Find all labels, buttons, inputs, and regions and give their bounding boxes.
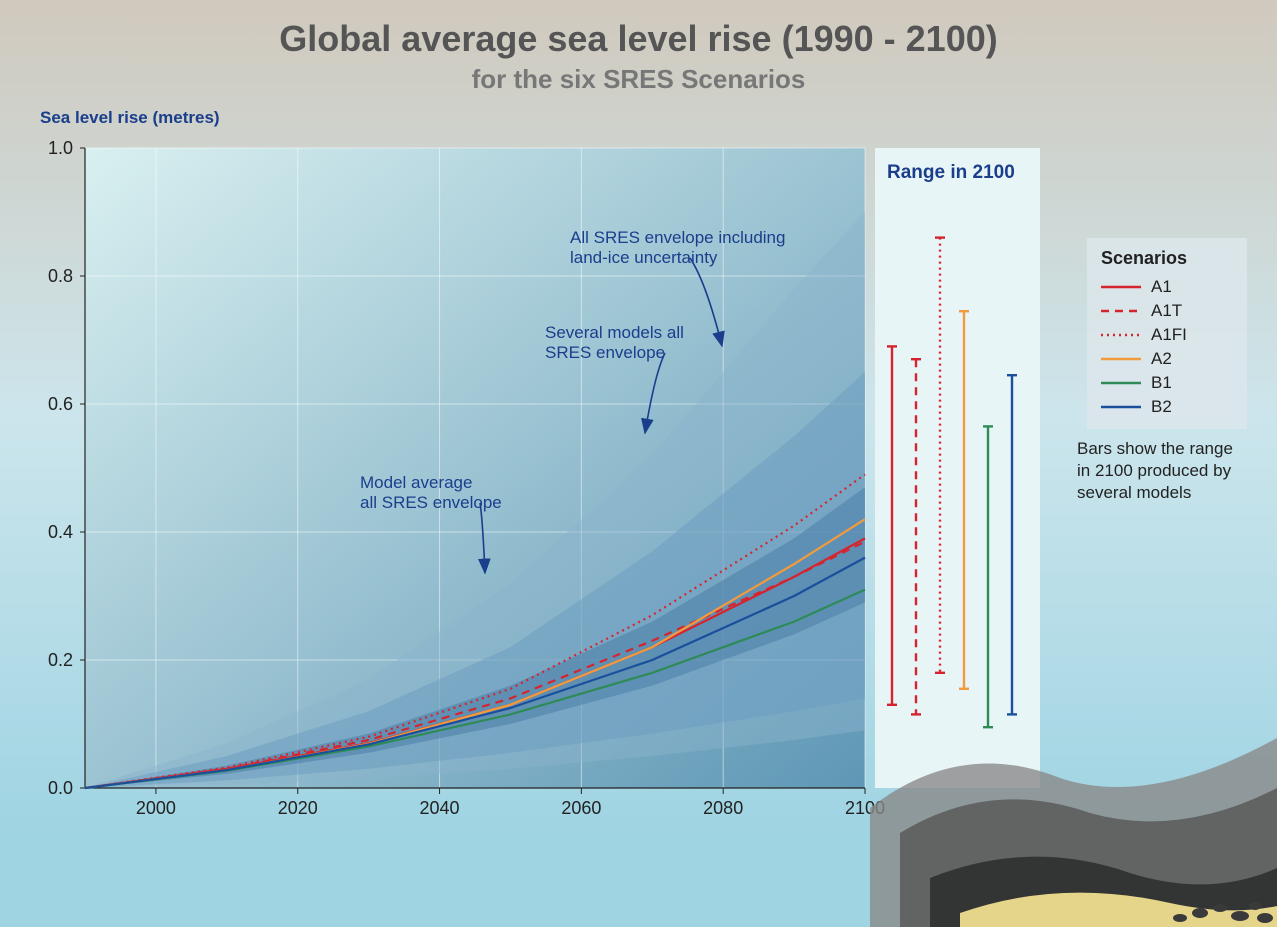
y-tick-label: 1.0 <box>48 138 73 158</box>
legend-item-A1FI: A1FI <box>1101 323 1233 347</box>
legend-swatch-A1FI <box>1101 329 1141 341</box>
legend-label: A1T <box>1151 301 1182 321</box>
legend-label: A2 <box>1151 349 1172 369</box>
legend-swatch-B1 <box>1101 377 1141 389</box>
legend-item-A2: A2 <box>1101 347 1233 371</box>
legend-swatch-A1 <box>1101 281 1141 293</box>
legend-swatch-B2 <box>1101 401 1141 413</box>
legend-label: B1 <box>1151 373 1172 393</box>
range-panel <box>875 148 1040 788</box>
x-tick-label: 2020 <box>278 798 318 818</box>
bars-note: Bars show the range in 2100 produced by … <box>1077 438 1247 504</box>
annotation-a3: Model averageall SRES envelope <box>360 473 502 514</box>
annotation-a2: Several models allSRES envelope <box>545 323 684 364</box>
y-tick-label: 0.0 <box>48 778 73 798</box>
x-tick-label: 2000 <box>136 798 176 818</box>
y-tick-label: 0.8 <box>48 266 73 286</box>
legend-item-A1: A1 <box>1101 275 1233 299</box>
legend-item-A1T: A1T <box>1101 299 1233 323</box>
legend-label: A1 <box>1151 277 1172 297</box>
legend: Scenarios A1 A1T A1FI A2 B1 B2 <box>1087 238 1247 429</box>
x-tick-label: 2080 <box>703 798 743 818</box>
y-tick-label: 0.2 <box>48 650 73 670</box>
range-2100-label: Range in 2100 <box>887 162 1015 184</box>
legend-item-B1: B1 <box>1101 371 1233 395</box>
legend-item-B2: B2 <box>1101 395 1233 419</box>
legend-swatch-A2 <box>1101 353 1141 365</box>
legend-swatch-A1T <box>1101 305 1141 317</box>
x-tick-label: 2100 <box>845 798 885 818</box>
legend-label: A1FI <box>1151 325 1187 345</box>
legend-title: Scenarios <box>1101 248 1233 269</box>
x-tick-label: 2040 <box>420 798 460 818</box>
legend-label: B2 <box>1151 397 1172 417</box>
x-tick-label: 2060 <box>561 798 601 818</box>
annotation-a1: All SRES envelope includingland-ice unce… <box>570 228 785 269</box>
y-tick-label: 0.6 <box>48 394 73 414</box>
y-tick-label: 0.4 <box>48 522 73 542</box>
